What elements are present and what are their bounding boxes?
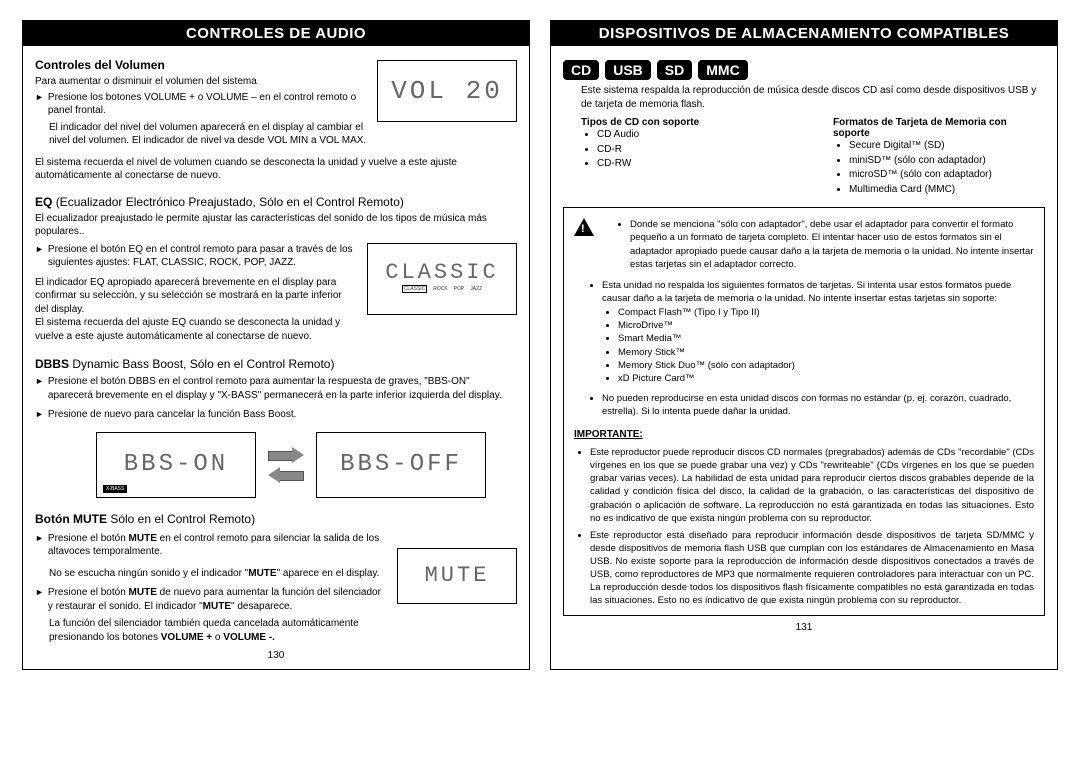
mute-step-1: Presione el botón MUTE en el control rem… [48,532,387,559]
right-page: DISPOSITIVOS DE ALMACENAMIENTO COMPATIBL… [550,20,1058,670]
warn-item-1: Donde se menciona "sólo con adaptador", … [630,218,1034,271]
badge-usb: USB [605,60,651,80]
left-page: CONTROLES DE AUDIO Controles del Volumen… [22,20,530,670]
bbs-displays: BBS-ON X-BASS BBS-OFF [65,432,517,498]
dbbs-step-2: Presione de nuevo para cancelar la funci… [48,408,297,422]
format-badges: CD USB SD MMC [563,60,1045,80]
right-header: DISPOSITIVOS DE ALMACENAMIENTO COMPATIBL… [551,21,1057,46]
eq-display: CLASSIC CLASSIC ROCK POP JAZZ [367,243,517,315]
left-header: CONTROLES DE AUDIO [23,21,529,46]
volume-step-1b: El indicador del nivel del volumen apare… [49,121,367,148]
bbs-on-display: BBS-ON X-BASS [96,432,256,498]
unsupported-list: Compact Flash™ (Tipo I y Tipo II) MicroD… [574,306,1034,386]
right-page-number: 131 [551,622,1057,633]
triangle-icon: ► [35,532,44,544]
cd-types-list: CD Audio CD-R CD-RW [581,128,793,172]
left-page-number: 130 [23,650,529,661]
mute-indicator-note: No se escucha ningún sonido y el indicad… [49,567,387,581]
eq-heading: EQ (Ecualizador Electrónico Preajustado,… [35,195,517,209]
memcard-heading: Formatos de Tarjeta de Memoria con sopor… [833,117,1045,139]
eq-step-1: Presione el botón EQ en el control remot… [48,243,357,270]
mute-step-2: Presione el botón MUTE de nuevo para aum… [48,586,387,613]
dbbs-step-1: Presione el botón DBBS en el control rem… [48,375,517,402]
xbass-badge: X-BASS [103,485,127,493]
warn-item-3: No pueden reproducirse en esta unidad di… [602,392,1034,419]
volume-intro: Para aumentar o disminuir el volumen del… [35,75,367,89]
manual-spread: CONTROLES DE AUDIO Controles del Volumen… [0,0,1080,690]
triangle-icon: ► [35,586,44,598]
mute-cancel-note: La función del silenciador también queda… [49,617,387,644]
warning-icon [574,218,594,236]
mute-display: MUTE [397,548,517,604]
triangle-icon: ► [35,408,44,420]
badge-cd: CD [563,60,599,80]
warn-item-2: Esta unidad no respalda los siguientes f… [602,279,1034,306]
eq-display-text: CLASSIC [385,260,498,285]
triangle-icon: ► [35,243,44,255]
storage-intro: Este sistema respalda la reproducción de… [581,84,1045,111]
volume-heading: Controles del Volumen [35,58,367,72]
cd-types-heading: Tipos de CD con soporte [581,117,793,128]
volume-step-1: Presione los botones VOLUME + o VOLUME –… [48,91,367,118]
triangle-icon: ► [35,91,44,103]
bbs-off-display: BBS-OFF [316,432,486,498]
memcard-list: Secure Digital™ (SD) miniSD™ (sólo con a… [833,139,1045,197]
important-heading: IMPORTANTE: [574,428,1034,442]
toggle-arrows-icon [268,448,304,482]
badge-sd: SD [657,60,692,80]
eq-mode-indicators: CLASSIC ROCK POP JAZZ [402,285,482,293]
dbbs-heading: DBBS Dynamic Bass Boost, Sólo en el Cont… [35,357,517,371]
volume-display-text: VOL 20 [391,76,503,106]
eq-note: El indicador EQ apropiado aparecerá brev… [35,276,357,344]
volume-display: VOL 20 [377,60,517,122]
triangle-icon: ► [35,375,44,387]
badge-mmc: MMC [698,60,747,80]
warning-box: Donde se menciona "sólo con adaptador", … [563,207,1045,616]
important-list: Este reproductor puede reproducir discos… [574,446,1034,607]
volume-memory-note: El sistema recuerda el nivel de volumen … [35,156,517,183]
eq-intro: El ecualizador preajustado le permite aj… [35,212,517,239]
mute-heading: Botón MUTE Sólo en el Control Remoto) [35,512,517,526]
